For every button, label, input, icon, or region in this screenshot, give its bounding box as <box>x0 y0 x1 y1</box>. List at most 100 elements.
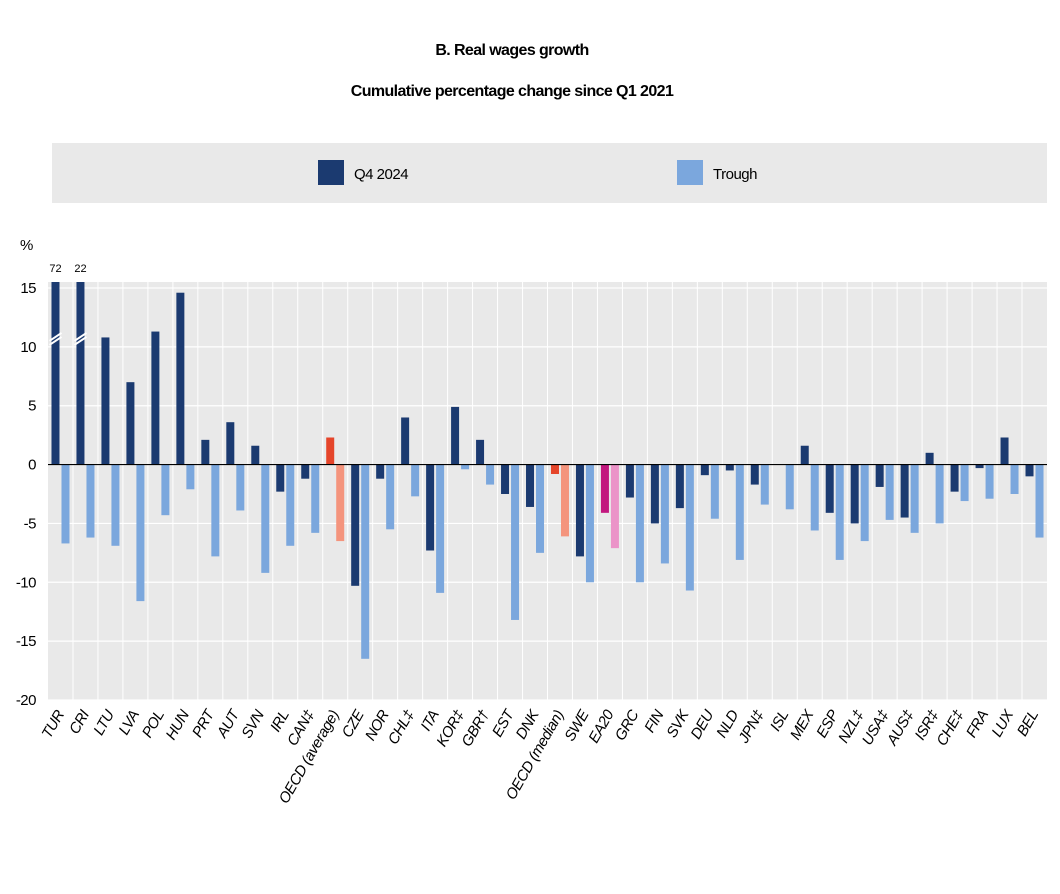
bar <box>201 439 210 465</box>
x-tick-label: JPN‡ <box>735 707 768 747</box>
bar <box>151 331 160 465</box>
bar <box>650 464 659 524</box>
bar <box>451 406 460 465</box>
bar <box>526 464 535 507</box>
bar <box>900 464 909 518</box>
x-tick-label: SVN <box>238 707 268 741</box>
bar <box>850 464 859 524</box>
axis-break <box>73 332 88 346</box>
bar <box>226 422 235 465</box>
bar <box>825 464 834 513</box>
bar <box>476 439 485 465</box>
bar <box>286 464 295 546</box>
bar <box>251 445 260 465</box>
bar <box>211 464 220 557</box>
bar <box>301 464 310 479</box>
x-tick-label: HUN <box>163 707 194 743</box>
x-tick-label: LUX <box>988 706 1017 740</box>
bar <box>800 445 809 465</box>
legend-swatch <box>677 160 703 185</box>
legend-label: Trough <box>713 166 757 183</box>
x-tick-label: CHL‡ <box>385 707 418 748</box>
y-tick-label: 10 <box>20 339 36 356</box>
bar <box>86 464 95 538</box>
bar <box>1010 464 1019 494</box>
bar <box>735 464 744 560</box>
bar <box>1035 464 1044 538</box>
bar <box>486 464 495 485</box>
y-tick-label: -5 <box>24 515 36 532</box>
bar <box>675 464 684 509</box>
bar <box>261 464 270 573</box>
bar <box>960 464 969 502</box>
bar <box>985 464 994 499</box>
x-tick-label: AUS‡ <box>883 706 917 749</box>
bar <box>550 464 559 474</box>
x-tick-label: GBR† <box>458 707 493 750</box>
bar <box>61 464 70 544</box>
bar <box>610 464 619 549</box>
bar <box>236 464 245 511</box>
bar <box>700 464 709 476</box>
bar <box>511 464 520 620</box>
x-tick-label: AUT <box>213 705 244 741</box>
bar <box>436 464 445 593</box>
bar <box>126 382 135 465</box>
bar <box>835 464 844 560</box>
bar <box>950 464 959 492</box>
bar <box>276 464 285 492</box>
bar <box>935 464 944 524</box>
x-tick-label: FRA <box>963 707 992 741</box>
bar <box>176 292 185 465</box>
bar <box>101 337 110 465</box>
bar <box>910 464 919 533</box>
bar <box>1025 464 1034 477</box>
bar <box>750 464 759 485</box>
bar <box>860 464 869 542</box>
bars <box>51 282 1044 659</box>
bar <box>136 464 145 602</box>
y-tick-label: -10 <box>16 574 36 591</box>
axis-break <box>48 332 63 346</box>
y-tick-label: 15 <box>20 280 36 297</box>
bar <box>560 464 569 537</box>
legend-swatch <box>318 160 344 185</box>
legend-label: Q4 2024 <box>354 166 408 183</box>
bar <box>161 464 170 516</box>
bar <box>975 464 984 469</box>
bar <box>875 464 884 487</box>
chart-title: B. Real wages growth <box>435 42 588 59</box>
bar <box>575 464 584 557</box>
x-tick-label: MEX <box>787 706 818 743</box>
bar <box>376 464 385 479</box>
x-tick-label: BEL <box>1014 707 1042 739</box>
bar <box>426 464 435 551</box>
bar <box>625 464 634 498</box>
value-label: 72 <box>49 263 61 275</box>
bar <box>1000 437 1009 465</box>
bar <box>585 464 594 583</box>
bar <box>351 464 360 586</box>
bar <box>536 464 545 553</box>
bar <box>635 464 644 583</box>
x-tick-label: TUR <box>39 707 69 741</box>
bar <box>710 464 719 519</box>
x-tick-label: CRI <box>66 707 93 737</box>
bar <box>186 464 195 490</box>
bar <box>725 464 734 471</box>
chart-subtitle: Cumulative percentage change since Q1 20… <box>351 83 674 100</box>
bar <box>401 417 410 465</box>
bar <box>411 464 420 497</box>
bar <box>885 464 894 520</box>
y-tick-label: -15 <box>16 633 36 650</box>
bar <box>760 464 769 505</box>
bar <box>311 464 320 533</box>
y-tick-label: 0 <box>28 457 36 474</box>
bar <box>76 282 85 465</box>
bar <box>336 464 345 542</box>
y-tick-label: 5 <box>28 398 36 415</box>
bar <box>51 282 60 465</box>
bar <box>111 464 120 546</box>
